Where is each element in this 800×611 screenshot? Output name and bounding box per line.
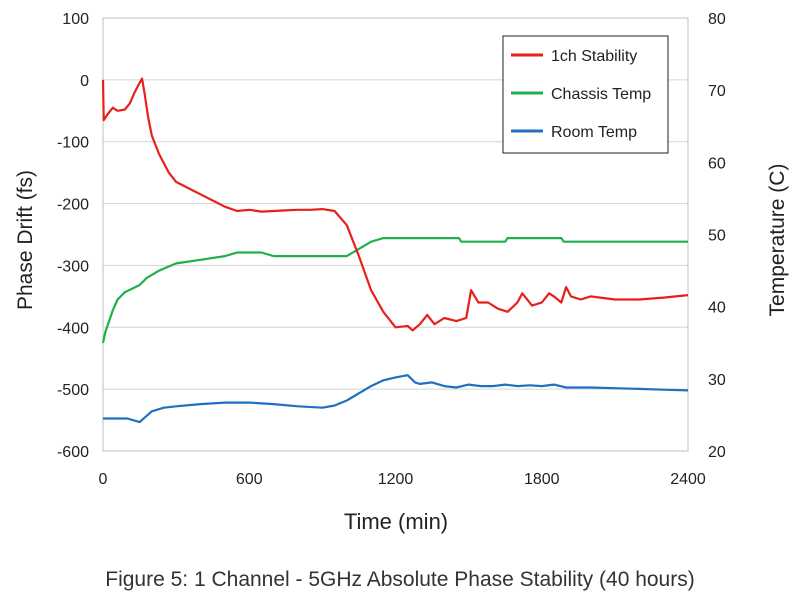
y-left-tick-label: -200 (57, 197, 89, 214)
y-left-tick-label: 100 (62, 11, 89, 28)
tick-labels: 100 0 -100 -200 -300 -400 -500 -600 80 70 60 50 40 30… (57, 11, 726, 488)
y-right-tick-label: 50 (708, 228, 726, 245)
y-left-tick-label: -500 (57, 382, 89, 399)
y-right-tick-label: 30 (708, 372, 726, 389)
y-right-tick-label: 70 (708, 83, 726, 100)
legend-label-chassis-temp: Chassis Temp (551, 86, 651, 103)
figure-caption: Figure 5: 1 Channel - 5GHz Absolute Phas… (105, 568, 695, 591)
y-right-axis-label: Temperature (C) (766, 164, 789, 317)
series-line-1ch-stability (101, 77, 689, 332)
legend-label-1ch-stability: 1ch Stability (551, 48, 637, 65)
y-left-tick-label: -100 (57, 135, 89, 152)
plot-area (102, 17, 689, 452)
x-tick-label: 2400 (670, 471, 706, 488)
y-left-tick-label: -600 (57, 444, 89, 461)
y-left-tick-label: -400 (57, 320, 89, 337)
y-left-tick-label: -300 (57, 258, 89, 275)
series-line-room-temp (103, 374, 689, 424)
x-tick-label: 600 (236, 471, 263, 488)
y-right-tick-label: 40 (708, 300, 726, 317)
y-right-tick-label: 60 (708, 155, 726, 172)
x-tick-label: 1800 (524, 471, 560, 488)
y-right-tick-label: 20 (708, 444, 726, 461)
legend-label-room-temp: Room Temp (551, 124, 637, 141)
x-axis-label: Time (min) (344, 509, 448, 534)
chart: 100 0 -100 -200 -300 -400 -500 -600 80 70 60 50 40 30… (14, 11, 789, 534)
y-right-tick-label: 80 (708, 11, 726, 28)
series-layer (101, 77, 689, 424)
x-tick-label: 0 (99, 471, 108, 488)
series-line-chassis-temp (101, 237, 688, 344)
y-left-tick-label: 0 (80, 73, 89, 90)
x-tick-label: 1200 (378, 471, 414, 488)
legend: 1ch Stability Chassis Temp Room Temp (502, 35, 669, 154)
y-left-axis-label: Phase Drift (fs) (14, 170, 37, 310)
